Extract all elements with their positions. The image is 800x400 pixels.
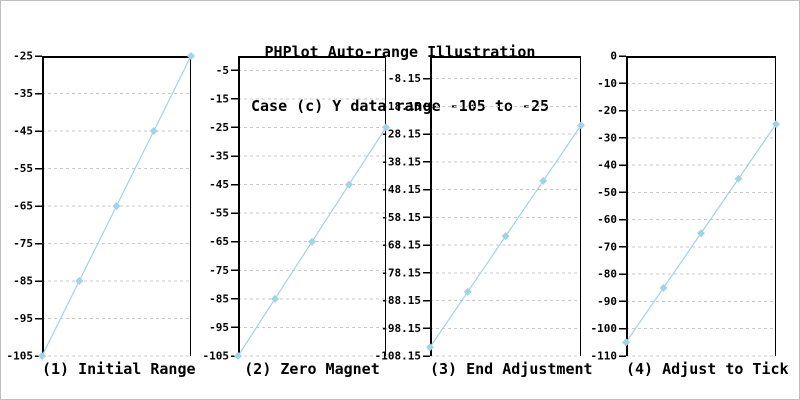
plot-caption: (3) End Adjustment (430, 360, 593, 378)
y-tick-label: -58.15 (381, 211, 421, 224)
y-tick-label: -15 (209, 92, 229, 105)
data-point-marker (308, 237, 316, 246)
data-point-marker (697, 229, 705, 238)
plot-svg: -25 -35 -45 -55 -65 -75 -85 -95 -105 (7, 50, 195, 363)
y-tick-label: -78.15 (381, 266, 421, 279)
y-tick-label: -110 (591, 350, 618, 363)
y-tick-label: -105 (203, 350, 230, 363)
y-tick-label: -5 (216, 64, 229, 77)
y-tick-label: -85 (209, 292, 229, 305)
data-point-marker (463, 287, 472, 296)
y-tick-label: -75 (209, 264, 229, 277)
y-tick-label: -68.15 (381, 239, 421, 252)
y-tick-label: -98.15 (381, 322, 421, 335)
data-point-marker (187, 52, 195, 60)
y-tick-label: -28.15 (381, 128, 421, 141)
y-tick-label: -35 (13, 87, 33, 100)
y-tick-label: -25 (13, 50, 33, 63)
plot-svg: -8.15 -18.15 -28.15 -38.15 -48.15 -58.15 -68.1… (375, 56, 585, 363)
y-tick-label: -45 (13, 125, 33, 138)
data-point-marker (501, 232, 510, 241)
data-point-marker (659, 283, 668, 292)
y-tick-label: -18.15 (381, 100, 421, 113)
data-point-marker (772, 120, 780, 129)
data-point-marker (234, 352, 242, 360)
data-point-marker (271, 294, 279, 303)
y-tick-label: -65 (209, 235, 229, 248)
plot-caption: (1) Initial Range (42, 360, 196, 378)
data-point-marker (734, 174, 743, 183)
plot-end-adjustment: -8.15 -18.15 -28.15 -38.15 -48.15 -58.15 -68.1… (372, 46, 585, 366)
plot-initial-range: -25 -35 -45 -55 -65 -75 -85 -95 -105 (1, 46, 195, 366)
y-tick-label: -55 (209, 207, 229, 220)
plot-svg: -5 -15 -25 -35 -45 -55 -65 -75 -85 -95 -105 (203, 56, 390, 363)
y-tick-label: -100 (591, 322, 618, 335)
y-tick-label: -80 (597, 268, 617, 281)
data-point-marker (539, 176, 548, 185)
y-tick-label: -20 (597, 104, 617, 117)
y-tick-label: -50 (597, 186, 617, 199)
y-tick-label: -25 (209, 121, 229, 134)
y-tick-label: -48.15 (381, 183, 421, 196)
y-tick-label: 0 (610, 50, 617, 63)
y-tick-label: -65 (13, 200, 33, 213)
data-point-marker (345, 180, 353, 189)
y-tick-label: -10 (597, 77, 617, 90)
y-tick-label: -70 (597, 240, 617, 253)
plot-caption: (4) Adjust to Tick (626, 360, 789, 378)
plot-zero-magnet: -5 -15 -25 -35 -45 -55 -65 -75 -85 -95 -105 (191, 46, 390, 366)
y-tick-label: -95 (13, 312, 33, 325)
y-tick-label: -90 (597, 295, 617, 308)
plot-adjust-to-tick: 0 -10 -20 -30 -40 -50 -60 -70 -80 -90 -100 -110 (581, 46, 780, 366)
y-tick-label: -60 (597, 213, 617, 226)
plot-svg: 0 -10 -20 -30 -40 -50 -60 -70 -80 -90 -100 -110 (591, 50, 780, 363)
data-point-marker (149, 127, 158, 135)
data-point-marker (75, 277, 84, 285)
y-tick-label: -88.15 (381, 294, 421, 307)
y-tick-label: -45 (209, 178, 229, 191)
y-tick-label: -40 (597, 159, 617, 172)
y-tick-label: -75 (13, 237, 33, 250)
y-tick-label: -85 (13, 275, 33, 288)
data-point-marker (38, 352, 46, 360)
data-point-marker (112, 202, 121, 210)
plot-caption: (2) Zero Magnet (244, 360, 380, 378)
y-tick-label: -8.15 (388, 72, 421, 85)
y-tick-label: -105 (7, 350, 34, 363)
y-tick-label: -95 (209, 321, 229, 334)
data-point-marker (382, 123, 390, 132)
y-tick-label: -38.15 (381, 155, 421, 168)
data-point-marker (426, 343, 434, 352)
y-tick-label: -35 (209, 150, 229, 163)
data-point-marker (622, 338, 630, 347)
y-tick-label: -55 (13, 162, 33, 175)
data-point-marker (577, 121, 585, 130)
y-tick-label: -30 (597, 131, 617, 144)
y-tick-label: -108.15 (375, 350, 421, 363)
